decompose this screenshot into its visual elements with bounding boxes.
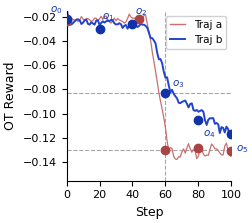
Y-axis label: OT Reward: OT Reward (4, 61, 17, 130)
Text: $o_4$: $o_4$ (203, 128, 215, 140)
Traj a (175, 158, 178, 161)
Traj b (180, 101, 183, 103)
Traj a (106, 20, 109, 23)
Traj a (230, 155, 233, 158)
Traj a (190, 151, 193, 154)
Traj a (77, 20, 80, 23)
Traj b (230, 134, 233, 137)
Text: $o_5$: $o_5$ (236, 143, 248, 155)
X-axis label: Step: Step (135, 206, 163, 219)
Text: $o_1$: $o_1$ (102, 11, 115, 23)
Traj a (182, 148, 185, 150)
Line: Traj b: Traj b (67, 7, 231, 136)
Traj a (164, 126, 167, 129)
Traj a (141, 20, 144, 23)
Text: $o_3$: $o_3$ (172, 78, 185, 90)
Traj b (189, 103, 192, 105)
Traj b (65, 6, 68, 8)
Traj b (141, 23, 144, 26)
Traj b (106, 19, 109, 22)
Legend: Traj a, Traj b: Traj a, Traj b (166, 16, 226, 49)
Text: $o_2$: $o_2$ (135, 6, 147, 18)
Traj b (77, 18, 80, 21)
Traj a (65, 2, 68, 4)
Line: Traj a: Traj a (67, 3, 231, 159)
Traj b (228, 135, 231, 138)
Text: $o_0$: $o_0$ (50, 4, 62, 16)
Traj b (164, 76, 167, 79)
